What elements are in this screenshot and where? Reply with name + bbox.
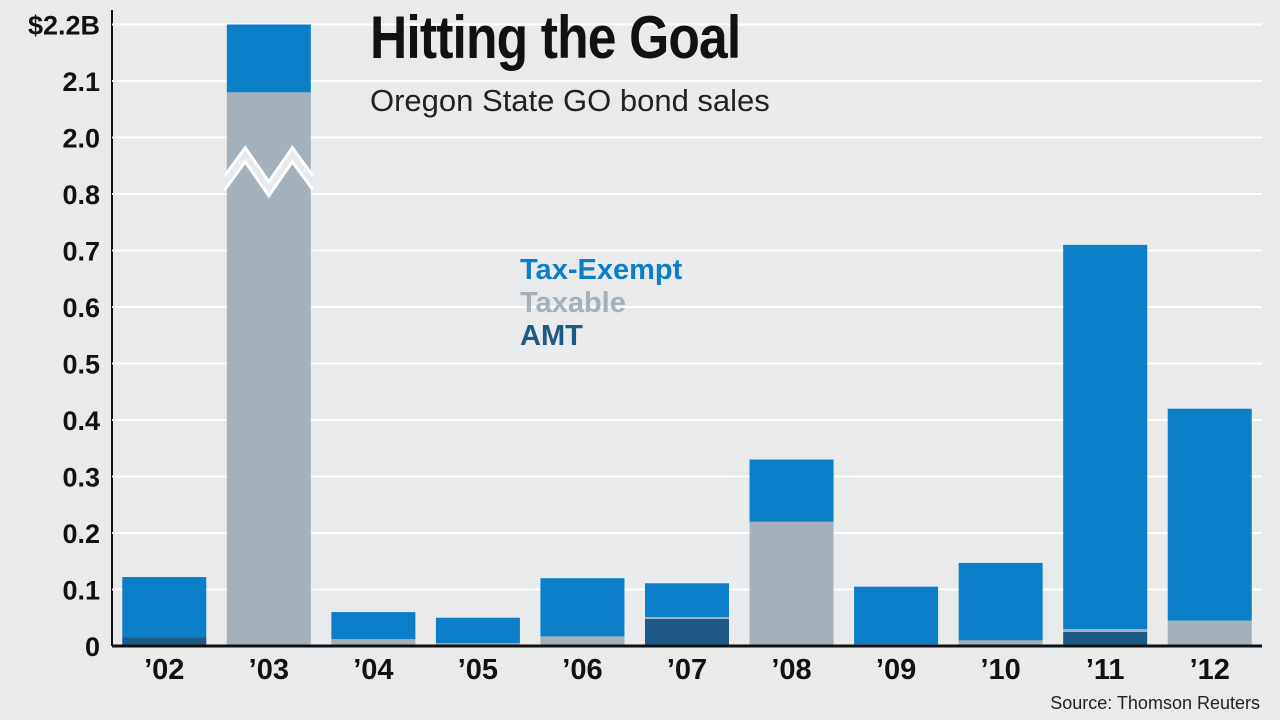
legend-item-taxable: Taxable [520,287,626,319]
y-tick-label: 0.4 [62,406,100,436]
axis-break-line [223,159,315,199]
bar-tax-exempt [749,459,834,522]
bar-amt [645,618,729,646]
x-tick-label: ’11 [1086,654,1125,686]
bar-amt [122,637,207,646]
axis-break-line [223,145,315,185]
bar-tax-exempt [854,586,939,645]
bar-tax-exempt [1063,244,1148,630]
x-tick-label: ’04 [353,654,393,686]
x-tick-label: ’02 [144,654,184,686]
legend: Tax-Exempt Taxable AMT [520,254,682,353]
y-tick-label: 0.7 [62,237,100,267]
bar-taxable [645,617,729,619]
x-tick-label: ’12 [1190,654,1230,686]
y-tick-label: 0.3 [62,463,100,493]
source-note: Source: Thomson Reuters [1050,693,1260,713]
bar-tax-exempt [435,617,520,644]
bar-tax-exempt [1167,408,1252,621]
x-tick-label: ’08 [771,654,811,686]
chart-title: Hitting the Goal [370,4,741,71]
bar-tax-exempt [331,612,416,640]
y-tick-label: 2.0 [62,124,100,154]
legend-item-amt: AMT [520,320,583,352]
x-tick-label: ’09 [876,654,916,686]
x-tick-label: ’07 [667,654,707,686]
y-tick-label: 0.1 [62,576,100,606]
bar-taxable [749,521,834,646]
x-tick-label: ’06 [562,654,602,686]
bar-taxable [226,92,311,647]
y-tick-label: 2.1 [62,67,100,97]
y-tick-label: 0.6 [62,293,100,323]
chart-subtitle: Oregon State GO bond sales [370,83,770,118]
x-tick-label: ’03 [249,654,289,686]
y-tick-label: 0.8 [62,180,100,210]
x-tick-label: ’10 [980,654,1020,686]
y-tick-label: 0.2 [62,519,100,549]
y-tick-label: 0 [85,632,100,662]
bar-tax-exempt [122,577,207,638]
bar-taxable [331,639,416,646]
axis-break-gap [224,147,313,196]
bar-amt [1063,631,1148,646]
bar-taxable [540,636,625,646]
y-tick-label: $2.2B [28,11,100,41]
bar-tax-exempt [645,583,729,618]
bar-tax-exempt [958,562,1043,641]
bar-taxable [958,640,1043,646]
bar-taxable [1167,620,1252,646]
bar-taxable [1063,629,1148,632]
y-tick-label: 0.5 [62,350,100,380]
bar-tax-exempt [540,578,625,637]
x-tick-label: ’05 [458,654,498,686]
legend-item-tax-exempt: Tax-Exempt [520,254,683,286]
bar-tax-exempt [226,24,311,93]
